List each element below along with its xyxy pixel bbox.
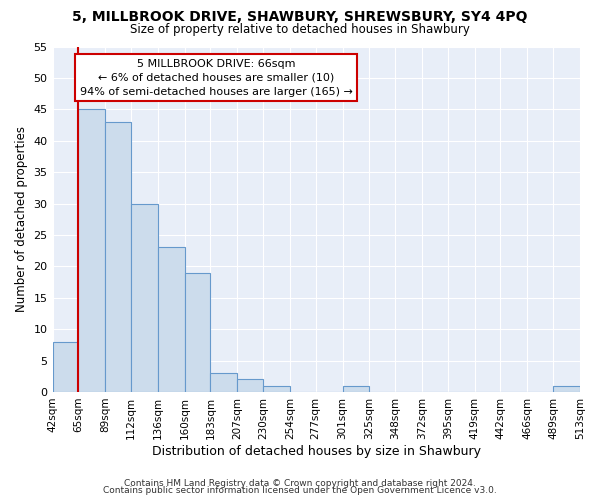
- Text: 5, MILLBROOK DRIVE, SHAWBURY, SHREWSBURY, SY4 4PQ: 5, MILLBROOK DRIVE, SHAWBURY, SHREWSBURY…: [72, 10, 528, 24]
- Bar: [553, 386, 580, 392]
- Text: 5 MILLBROOK DRIVE: 66sqm
← 6% of detached houses are smaller (10)
94% of semi-de: 5 MILLBROOK DRIVE: 66sqm ← 6% of detache…: [80, 58, 352, 96]
- Text: Contains public sector information licensed under the Open Government Licence v3: Contains public sector information licen…: [103, 486, 497, 495]
- Text: Size of property relative to detached houses in Shawbury: Size of property relative to detached ho…: [130, 22, 470, 36]
- X-axis label: Distribution of detached houses by size in Shawbury: Distribution of detached houses by size …: [152, 444, 481, 458]
- Bar: [211, 373, 238, 392]
- Bar: [238, 380, 263, 392]
- Bar: [78, 110, 105, 392]
- Bar: [131, 204, 158, 392]
- Bar: [343, 386, 370, 392]
- Y-axis label: Number of detached properties: Number of detached properties: [15, 126, 28, 312]
- Bar: [185, 272, 211, 392]
- Text: Contains HM Land Registry data © Crown copyright and database right 2024.: Contains HM Land Registry data © Crown c…: [124, 478, 476, 488]
- Bar: [263, 386, 290, 392]
- Bar: [105, 122, 131, 392]
- Bar: [53, 342, 78, 392]
- Bar: [158, 248, 185, 392]
